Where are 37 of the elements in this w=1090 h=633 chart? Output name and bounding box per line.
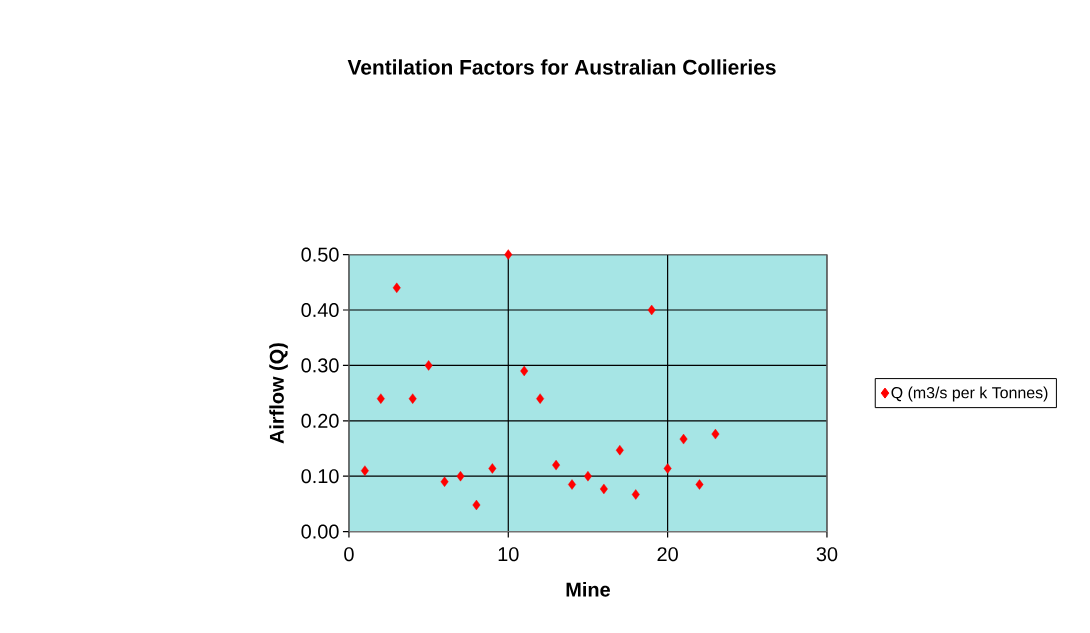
point xyxy=(615,444,624,456)
x-tick-label: 0 xyxy=(344,547,354,562)
point xyxy=(360,465,369,476)
point xyxy=(504,249,513,260)
point xyxy=(552,459,561,471)
y-tick-label: 0.10 xyxy=(301,469,339,484)
legend-label: Q (m3/s per k Tonnes) xyxy=(891,386,1048,402)
y-tick-label: 0.30 xyxy=(301,358,339,373)
x-axis-title: Mine xyxy=(566,582,610,597)
x-tick-label: 20 xyxy=(657,547,678,562)
point xyxy=(488,463,497,474)
x-tick-label: 10 xyxy=(498,547,519,562)
point xyxy=(695,479,704,490)
point xyxy=(376,393,385,404)
y-tick-label: 0.00 xyxy=(301,524,339,539)
y-tick-label: 0.20 xyxy=(301,413,339,428)
point xyxy=(599,483,608,495)
chart-title: Ventilation Factors for Australian Collieries xyxy=(347,59,776,75)
point xyxy=(647,304,656,316)
point xyxy=(568,479,576,490)
point xyxy=(472,499,481,511)
point xyxy=(584,471,592,482)
y-tick-label: 0.50 xyxy=(301,247,339,262)
point xyxy=(424,360,433,371)
point xyxy=(408,393,417,404)
y-tick-label: 0.40 xyxy=(301,302,339,318)
point xyxy=(631,489,640,500)
y-axis-title: Airflow (Q) xyxy=(269,343,288,444)
point xyxy=(520,365,529,377)
point xyxy=(440,476,449,487)
point xyxy=(679,433,688,445)
x-tick-label: 30 xyxy=(816,547,838,562)
point xyxy=(663,463,672,474)
point xyxy=(456,471,465,482)
point xyxy=(392,282,401,294)
point xyxy=(711,428,720,440)
point xyxy=(536,393,545,404)
